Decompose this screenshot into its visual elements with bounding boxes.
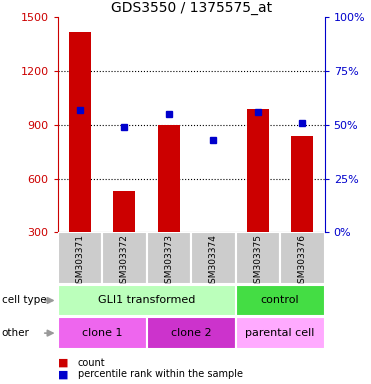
Text: GSM303376: GSM303376 (298, 234, 307, 290)
Bar (147, 318, 236, 349)
Text: GSM303375: GSM303375 (253, 234, 262, 290)
Text: control: control (261, 295, 299, 306)
Bar (280, 232, 325, 284)
Text: clone 2: clone 2 (171, 328, 211, 338)
Title: GDS3550 / 1375575_at: GDS3550 / 1375575_at (111, 1, 272, 15)
Bar (58, 285, 236, 316)
Bar (191, 232, 236, 284)
Bar (291, 136, 313, 232)
Text: clone 1: clone 1 (82, 328, 122, 338)
Bar (202, 232, 224, 240)
Text: percentile rank within the sample: percentile rank within the sample (78, 369, 243, 379)
Text: count: count (78, 358, 105, 368)
Text: parental cell: parental cell (246, 328, 315, 338)
Text: ■: ■ (58, 369, 68, 379)
Bar (102, 232, 147, 284)
Bar (147, 232, 191, 284)
Bar (158, 125, 180, 232)
Bar (247, 109, 269, 232)
Bar (58, 232, 102, 284)
Bar (236, 318, 325, 349)
Text: ■: ■ (58, 358, 68, 368)
Bar (236, 232, 280, 284)
Bar (58, 318, 147, 349)
Text: cell type: cell type (2, 295, 46, 306)
Text: GSM303371: GSM303371 (75, 234, 84, 290)
Bar (69, 31, 91, 232)
Text: GSM303372: GSM303372 (120, 234, 129, 289)
Text: other: other (2, 328, 30, 338)
Bar (236, 285, 325, 316)
Bar (113, 191, 135, 232)
Text: GLI1 transformed: GLI1 transformed (98, 295, 195, 306)
Text: GSM303374: GSM303374 (209, 234, 218, 289)
Text: GSM303373: GSM303373 (164, 234, 173, 290)
